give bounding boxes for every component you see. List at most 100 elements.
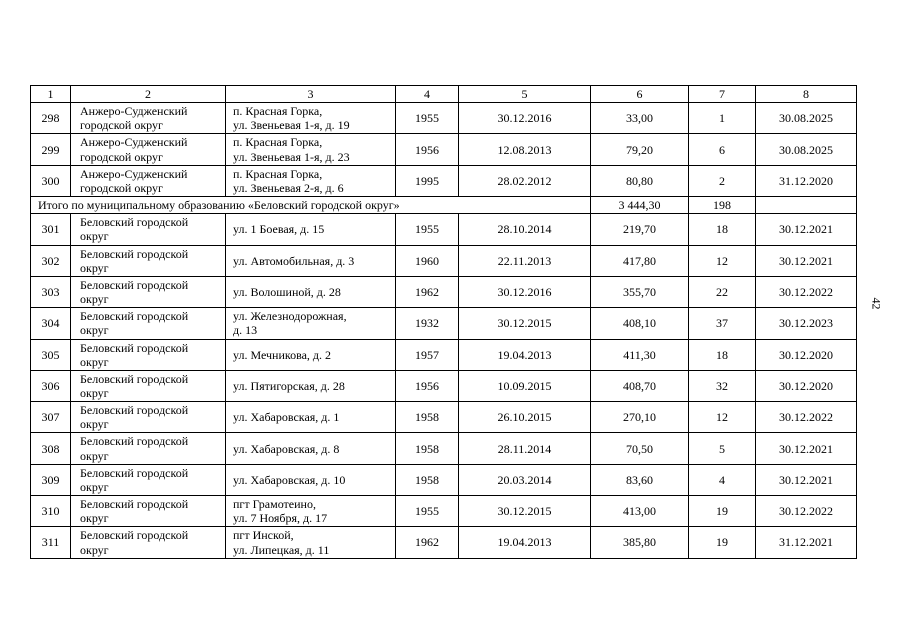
cell-area: 79,20 xyxy=(590,133,689,166)
cell-address: ул. Волошиной, д. 28 xyxy=(225,275,396,309)
cell-residents: 4 xyxy=(688,463,756,497)
total-area: 3 444,30 xyxy=(590,196,689,215)
cell-municipality: Беловский городской округ xyxy=(70,307,226,340)
cell-area: 408,10 xyxy=(590,307,689,340)
table-row: 307 Беловский городской округ ул. Хабаровс… xyxy=(30,401,857,434)
cell-resettlement-date: 30.12.2022 xyxy=(755,401,857,434)
cell-address: ул. Пятигорская, д. 28 xyxy=(225,369,396,403)
cell-recognition-date: 30.12.2015 xyxy=(458,307,591,340)
cell-row-number: 298 xyxy=(30,102,71,135)
cell-recognition-date: 19.04.2013 xyxy=(458,526,591,559)
cell-municipality: Беловский городской округ xyxy=(70,369,226,403)
cell-address: ул. Хабаровская, д. 8 xyxy=(225,432,396,465)
cell-recognition-date: 26.10.2015 xyxy=(458,401,591,434)
cell-residents: 12 xyxy=(688,401,756,434)
cell-resettlement-date: 30.12.2021 xyxy=(755,213,857,246)
cell-resettlement-date: 30.12.2020 xyxy=(755,369,857,403)
cell-recognition-date: 28.11.2014 xyxy=(458,432,591,465)
cell-year-built: 1956 xyxy=(395,369,459,403)
table-row: 305 Беловский городской округ ул. Мечников… xyxy=(30,338,857,371)
cell-resettlement-date: 31.12.2020 xyxy=(755,164,857,198)
cell-year-built: 1958 xyxy=(395,401,459,434)
cell-year-built: 1955 xyxy=(395,102,459,135)
cell-year-built: 1958 xyxy=(395,463,459,497)
cell-municipality: Беловский городской округ xyxy=(70,275,226,309)
table-row: 298 Анжеро-Судженский городской округ п. К… xyxy=(30,102,857,135)
cell-recognition-date: 12.08.2013 xyxy=(458,133,591,166)
cell-row-number: 311 xyxy=(30,526,71,559)
cell-area: 411,30 xyxy=(590,338,689,371)
column-header: 3 xyxy=(225,84,396,104)
cell-row-number: 300 xyxy=(30,164,71,198)
table-row: 310 Беловский городской округ пгт Грамотеи… xyxy=(30,495,857,528)
cell-recognition-date: 20.03.2014 xyxy=(458,463,591,497)
cell-year-built: 1958 xyxy=(395,432,459,465)
cell-area: 270,10 xyxy=(590,401,689,434)
cell-address: ул. Автомобильная, д. 3 xyxy=(225,244,396,277)
cell-residents: 22 xyxy=(688,275,756,309)
cell-row-number: 310 xyxy=(30,495,71,528)
table-row: 302 Беловский городской округ ул. Автомоби… xyxy=(30,244,857,277)
total-row: Итого по муниципальному образованию «Бел… xyxy=(30,196,857,215)
cell-year-built: 1995 xyxy=(395,164,459,198)
cell-address: п. Красная Горка, ул. Звеньевая 1-я, д. … xyxy=(225,102,396,135)
table-row: 311 Беловский городской округ пгт Инской, … xyxy=(30,526,857,559)
cell-residents: 18 xyxy=(688,338,756,371)
cell-row-number: 303 xyxy=(30,275,71,309)
cell-recognition-date: 30.12.2015 xyxy=(458,495,591,528)
cell-row-number: 307 xyxy=(30,401,71,434)
cell-municipality: Анжеро-Судженский городской округ xyxy=(70,133,226,166)
column-header: 8 xyxy=(755,84,857,104)
table-body: 298 Анжеро-Судженский городской округ п. К… xyxy=(30,102,857,559)
cell-address: пгт Грамотеино, ул. 7 Ноября, д. 17 xyxy=(225,495,396,528)
cell-address: ул. Железнодорожная, д. 13 xyxy=(225,307,396,340)
table-row: 304 Беловский городской округ ул. Железнод… xyxy=(30,307,857,340)
cell-municipality: Беловский городской округ xyxy=(70,495,226,528)
cell-municipality: Беловский городской округ xyxy=(70,463,226,497)
cell-area: 355,70 xyxy=(590,275,689,309)
cell-residents: 1 xyxy=(688,102,756,135)
cell-year-built: 1962 xyxy=(395,275,459,309)
cell-resettlement-date: 30.12.2022 xyxy=(755,495,857,528)
cell-residents: 12 xyxy=(688,244,756,277)
cell-address: п. Красная Горка, ул. Звеньевая 1-я, д. … xyxy=(225,133,396,166)
cell-residents: 19 xyxy=(688,495,756,528)
cell-resettlement-date: 31.12.2021 xyxy=(755,526,857,559)
cell-resettlement-date: 30.12.2021 xyxy=(755,432,857,465)
cell-recognition-date: 30.12.2016 xyxy=(458,102,591,135)
cell-address: ул. Хабаровская, д. 10 xyxy=(225,463,396,497)
column-header: 6 xyxy=(590,84,689,104)
cell-area: 385,80 xyxy=(590,526,689,559)
cell-resettlement-date: 30.12.2022 xyxy=(755,275,857,309)
cell-address: пгт Инской, ул. Липецкая, д. 11 xyxy=(225,526,396,559)
table-row: 301 Беловский городской округ ул. 1 Боевая… xyxy=(30,213,857,246)
cell-recognition-date: 10.09.2015 xyxy=(458,369,591,403)
cell-residents: 32 xyxy=(688,369,756,403)
cell-recognition-date: 28.02.2012 xyxy=(458,164,591,198)
cell-resettlement-date: 30.12.2021 xyxy=(755,463,857,497)
cell-area: 33,00 xyxy=(590,102,689,135)
column-header: 2 xyxy=(70,84,226,104)
cell-address: п. Красная Горка, ул. Звеньевая 2-я, д. … xyxy=(225,164,396,198)
cell-row-number: 305 xyxy=(30,338,71,371)
cell-resettlement-date: 30.12.2020 xyxy=(755,338,857,371)
cell-year-built: 1957 xyxy=(395,338,459,371)
cell-residents: 2 xyxy=(688,164,756,198)
cell-resettlement-date: 30.12.2023 xyxy=(755,307,857,340)
cell-municipality: Беловский городской округ xyxy=(70,244,226,277)
cell-year-built: 1955 xyxy=(395,495,459,528)
cell-resettlement-date: 30.08.2025 xyxy=(755,133,857,166)
cell-row-number: 309 xyxy=(30,463,71,497)
column-header: 5 xyxy=(458,84,591,104)
cell-residents: 37 xyxy=(688,307,756,340)
cell-municipality: Анжеро-Судженский городской округ xyxy=(70,164,226,198)
table-row: 309 Беловский городской округ ул. Хабаровс… xyxy=(30,463,857,497)
cell-row-number: 302 xyxy=(30,244,71,277)
cell-resettlement-date: 30.08.2025 xyxy=(755,102,857,135)
column-header: 1 xyxy=(30,84,71,104)
cell-resettlement-date: 30.12.2021 xyxy=(755,244,857,277)
cell-area: 83,60 xyxy=(590,463,689,497)
cell-municipality: Беловский городской округ xyxy=(70,401,226,434)
